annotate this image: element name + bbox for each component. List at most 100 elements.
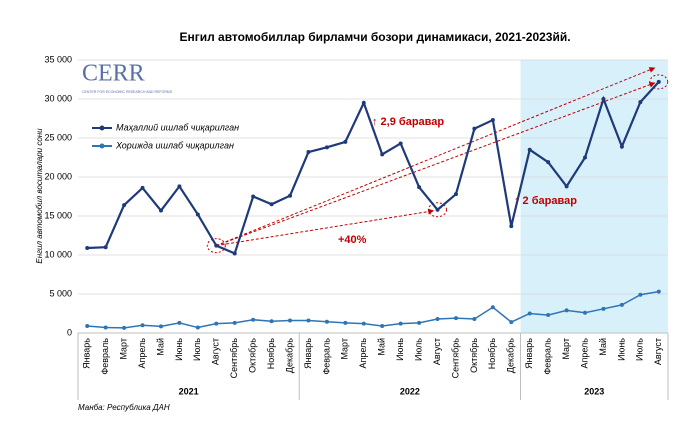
highlight-region xyxy=(520,60,668,333)
data-point xyxy=(490,305,495,310)
data-point xyxy=(564,308,569,313)
data-point xyxy=(546,313,551,318)
data-point xyxy=(195,212,200,217)
data-point xyxy=(435,316,440,321)
data-point xyxy=(583,155,588,160)
x-tick-label: Март xyxy=(118,338,128,360)
data-point xyxy=(324,145,329,150)
y-tick-label: 30 000 xyxy=(44,93,72,103)
annotation-circle xyxy=(649,74,669,90)
x-tick-label: Декабрь xyxy=(284,338,294,373)
data-point xyxy=(527,147,532,152)
series-line xyxy=(87,290,659,329)
data-point xyxy=(288,193,293,198)
x-tick-label: Сентябрь xyxy=(450,338,460,379)
x-tick-label: Апрель xyxy=(579,338,589,369)
x-tick-label: Май xyxy=(155,338,165,356)
y-tick-label: 15 000 xyxy=(44,210,72,220)
data-point xyxy=(269,319,274,324)
annotation-arrow xyxy=(216,81,656,247)
data-point xyxy=(103,245,108,250)
data-point xyxy=(324,319,329,324)
data-point xyxy=(251,194,256,199)
data-point xyxy=(361,100,366,105)
y-tick-label: 25 000 xyxy=(44,132,72,142)
x-tick-label: Январь xyxy=(524,338,534,369)
year-label: 2023 xyxy=(584,386,604,396)
logo-subtitle: CENTER FOR ECONOMIC RESEARCH AND REFORMS xyxy=(82,90,173,94)
x-tick-label: Январь xyxy=(303,338,313,369)
data-point xyxy=(85,323,90,328)
data-point xyxy=(343,320,348,325)
data-point xyxy=(177,320,182,325)
x-tick-label: Май xyxy=(377,338,387,356)
data-point xyxy=(251,317,256,322)
x-tick-label: Октябрь xyxy=(469,338,479,373)
x-tick-label: Февраль xyxy=(543,338,553,375)
annotation: ↑ 2,9 баравар xyxy=(372,116,444,128)
x-tick-label: Июль xyxy=(413,338,423,361)
data-point xyxy=(472,316,477,321)
x-tick-label: Март xyxy=(340,338,350,360)
x-tick-label: Февраль xyxy=(321,338,331,375)
x-tick-label: Март xyxy=(561,338,571,360)
x-tick-label: Сентябрь xyxy=(229,338,239,379)
x-tick-label: Август xyxy=(211,338,221,365)
annotation: +40% xyxy=(338,234,367,246)
data-point xyxy=(214,243,219,248)
data-point xyxy=(453,192,458,197)
chart-title: Енгил автомобиллар бирламчи бозори динам… xyxy=(179,30,570,44)
x-tick-label: Декабрь xyxy=(506,338,516,373)
x-tick-label: Май xyxy=(598,338,608,356)
data-point xyxy=(417,320,422,325)
data-point xyxy=(103,325,108,330)
x-tick-label: Ноябрь xyxy=(266,338,276,370)
data-point xyxy=(232,320,237,325)
x-tick-label: Апрель xyxy=(137,338,147,369)
data-point xyxy=(380,323,385,328)
data-point xyxy=(638,292,643,297)
x-tick-label: Апрель xyxy=(358,338,368,369)
source: Манба: Республика ДАН xyxy=(78,403,170,412)
data-point xyxy=(453,316,458,321)
data-point xyxy=(361,321,366,326)
data-point xyxy=(564,184,569,189)
x-tick-label: Июль xyxy=(192,338,202,361)
data-point xyxy=(509,224,514,229)
data-point xyxy=(601,97,606,101)
y-tick-label: 0 xyxy=(67,327,72,337)
data-point xyxy=(306,150,311,155)
data-point xyxy=(122,325,127,330)
data-point xyxy=(232,251,237,256)
data-point xyxy=(619,144,624,149)
data-point xyxy=(638,100,643,105)
data-point xyxy=(619,302,624,307)
legend-label: Хорижда ишлаб чиқарилган xyxy=(115,140,234,150)
data-point xyxy=(398,321,403,326)
x-tick-label: Октябрь xyxy=(248,338,258,373)
x-tick-label: Июнь xyxy=(174,338,184,361)
data-point xyxy=(509,320,514,325)
data-point xyxy=(380,152,385,157)
y-tick-label: 35 000 xyxy=(44,54,72,64)
data-point xyxy=(601,306,606,311)
data-point xyxy=(158,324,163,329)
y-tick-label: 10 000 xyxy=(44,249,72,259)
x-tick-label: Август xyxy=(432,338,442,365)
annotation-circle xyxy=(428,202,448,218)
data-point xyxy=(306,318,311,323)
legend-marker xyxy=(99,125,105,131)
x-tick-label: Июль xyxy=(635,338,645,361)
data-point xyxy=(288,318,293,323)
x-tick-label: Август xyxy=(653,338,663,365)
series-line xyxy=(87,81,660,255)
x-tick-label: Июнь xyxy=(616,338,626,361)
y-axis-label: Енгил автомобил воситалари сони xyxy=(35,128,44,264)
data-point xyxy=(472,126,477,131)
data-point xyxy=(417,185,422,190)
data-point xyxy=(269,202,274,207)
x-tick-label: Ноябрь xyxy=(487,338,497,370)
data-point xyxy=(122,203,127,208)
logo: CERR xyxy=(82,61,145,87)
data-point xyxy=(527,311,532,316)
